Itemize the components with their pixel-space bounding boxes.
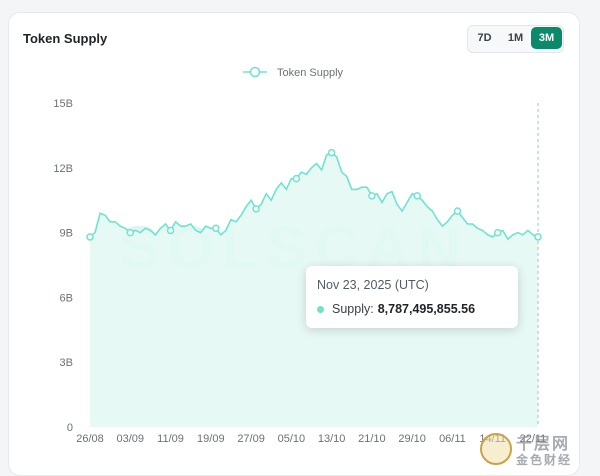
y-tick-label: 3B — [60, 357, 73, 369]
x-tick-label: 27/09 — [237, 433, 265, 445]
tooltip-label: Supply: — [332, 302, 374, 316]
watermark-text-bottom: 金色财经 — [516, 453, 573, 467]
x-tick-label: 26/08 — [76, 433, 104, 445]
x-tick-label: 19/09 — [197, 433, 225, 445]
chart-tooltip: Nov 23, 2025 (UTC) Supply: 8,787,495,855… — [306, 266, 518, 328]
x-tick-label: 21/10 — [358, 433, 386, 445]
tooltip-series-dot — [317, 305, 324, 313]
y-tick-label: 0 — [67, 422, 73, 434]
tooltip-row: Supply: 8,787,495,855.56 — [317, 302, 507, 316]
data-point — [534, 233, 542, 241]
y-tick-label: 9B — [60, 228, 73, 240]
data-point — [166, 226, 175, 235]
x-tick-label: 29/10 — [398, 433, 426, 445]
tooltip-date: Nov 23, 2025 (UTC) — [317, 278, 429, 292]
range-1m-button[interactable]: 1M — [507, 32, 524, 44]
data-point — [252, 205, 260, 213]
y-tick-label: 12B — [53, 163, 73, 175]
data-point — [413, 192, 421, 200]
chart-legend[interactable]: Token Supply — [243, 66, 344, 79]
data-point — [292, 174, 301, 183]
legend-label: Token Supply — [277, 67, 344, 79]
legend-marker — [249, 66, 261, 78]
y-tick-label: 15B — [53, 98, 73, 110]
x-tick-label: 05/10 — [278, 433, 306, 445]
x-tick-label: 11/09 — [157, 433, 184, 445]
x-tick-label: 13/10 — [318, 433, 346, 445]
x-tick-label: 03/09 — [117, 433, 145, 445]
data-point — [453, 207, 462, 215]
card-title: Token Supply — [23, 31, 108, 46]
watermark-logo-icon — [480, 433, 512, 465]
data-point — [327, 148, 336, 157]
x-axis-ticks: 26/08 03/09 11/09 19/09 27/09 05/10 13/10 21/10… — [76, 433, 546, 445]
series-line — [89, 151, 539, 241]
x-tick-label: 06/11 — [439, 433, 466, 445]
tooltip-value: 8,787,495,855.56 — [377, 302, 476, 316]
data-point — [493, 228, 502, 237]
range-7d-button[interactable]: 7D — [477, 32, 492, 44]
watermark-text-top: 千层网 — [516, 436, 571, 453]
data-point — [126, 228, 135, 237]
corner-watermark: 千层网 金色财经 — [480, 430, 596, 470]
time-range-selector: 7D 1M 3M — [467, 25, 564, 53]
data-point — [368, 192, 376, 200]
y-tick-label: 6B — [60, 292, 73, 304]
y-axis-ticks: 0 3B 6B 9B 12B 15B — [53, 98, 73, 434]
data-point — [212, 224, 220, 233]
range-3m-button[interactable]: 3M — [531, 27, 562, 49]
data-point — [86, 233, 94, 241]
series-points — [86, 148, 542, 241]
x-tick-label: 22/11 — [520, 433, 547, 445]
